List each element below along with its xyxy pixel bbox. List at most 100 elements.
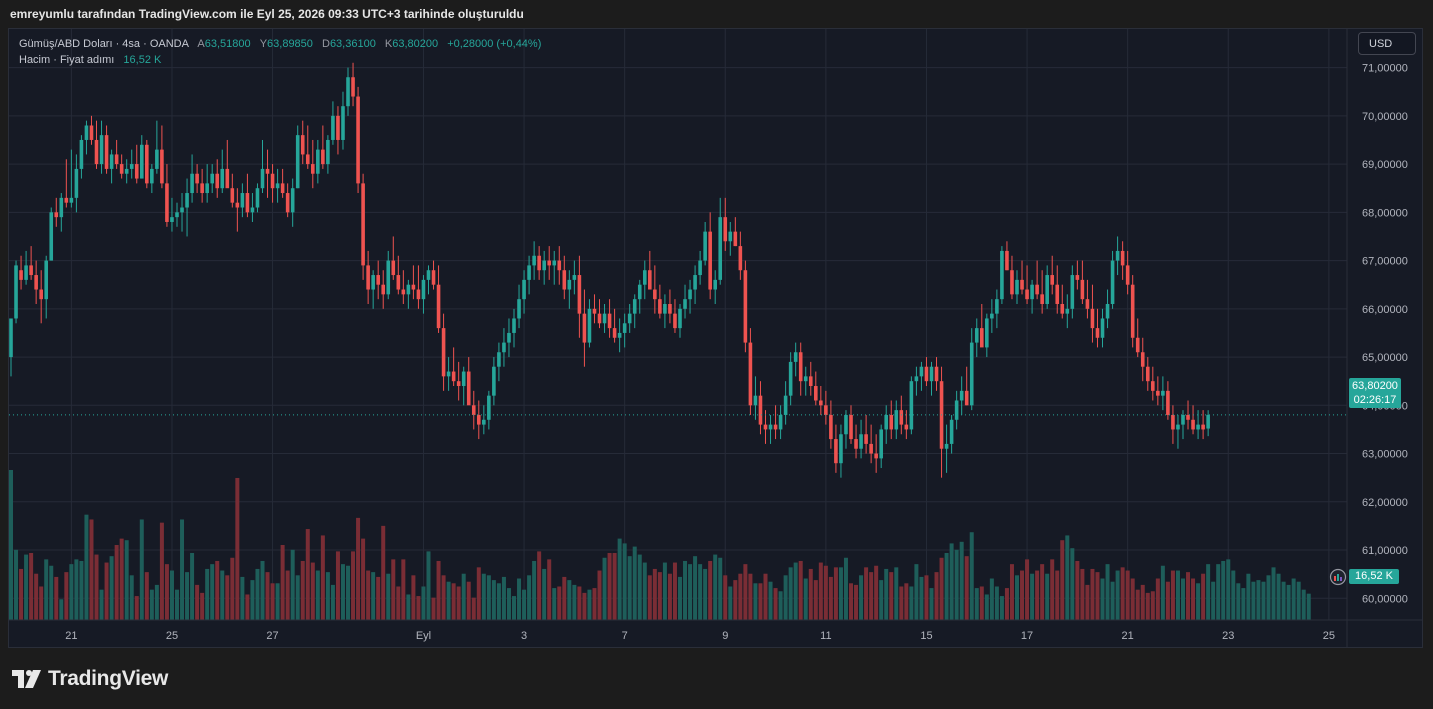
candle-body (1176, 424, 1180, 430)
volume-bar (396, 586, 401, 620)
candle-body (245, 193, 250, 213)
open-value: 63,51800 (204, 38, 251, 50)
candle-body (758, 395, 763, 425)
volume-bar (119, 538, 124, 620)
volume-bar (698, 564, 703, 620)
volume-bar (285, 570, 290, 620)
candle-body (874, 453, 878, 459)
volume-bar (129, 575, 134, 620)
volume-bar (889, 572, 894, 620)
candle-body (748, 342, 753, 406)
volume-bar (798, 560, 803, 620)
x-tick-label: 23 (1222, 630, 1234, 642)
candle-body (431, 270, 436, 285)
volume-bar (59, 599, 64, 620)
candle-body (351, 77, 355, 97)
candle-body (180, 207, 184, 213)
candle-body (522, 279, 526, 300)
volume-bar (1115, 570, 1120, 620)
candle-body (718, 217, 723, 280)
candle-body (406, 284, 411, 295)
y-tick-label: 60,00000 (1362, 593, 1408, 605)
volume-bar (190, 552, 195, 620)
candle-body (476, 414, 481, 425)
volume-bar (260, 560, 265, 620)
candle-body (995, 299, 999, 314)
candle-body (230, 188, 235, 203)
volume-bar (426, 551, 431, 620)
volume-bar (1306, 593, 1311, 620)
candle-body (1035, 284, 1039, 295)
candle-body (185, 193, 189, 208)
candle-body (145, 144, 149, 184)
volume-bar (622, 543, 627, 620)
volume-bar (612, 552, 617, 620)
candle-body (783, 395, 788, 415)
candle-body (471, 405, 476, 415)
candle-body (713, 279, 717, 290)
candle-body (386, 260, 391, 295)
volume-bar (783, 575, 788, 620)
tradingview-logo[interactable]: TradingView (12, 667, 168, 691)
currency-button[interactable]: USD (1358, 32, 1416, 55)
volume-bar (144, 572, 149, 620)
chart-panel[interactable]: 60,0000061,0000062,0000063,0000064,00000… (8, 28, 1423, 648)
volume-bar (441, 575, 446, 620)
candle-body (1201, 424, 1205, 430)
volume-bar (1045, 573, 1050, 620)
candle-body (451, 371, 456, 382)
candle-body (54, 212, 59, 218)
candle-body (517, 299, 521, 319)
volume-bar (959, 541, 964, 620)
volume-bar (582, 592, 587, 620)
candle-body (723, 217, 728, 242)
y-tick-label: 70,00000 (1362, 111, 1408, 123)
candle-body (703, 231, 707, 261)
high-value: 63,89850 (267, 38, 313, 50)
x-tick-label: 21 (65, 630, 77, 642)
x-tick-label: 7 (622, 630, 628, 642)
volume-indicator-icon[interactable] (1329, 568, 1347, 586)
candle-body (160, 149, 164, 184)
candle-body (1196, 424, 1200, 430)
candle-body (1080, 279, 1085, 300)
volume-bar (547, 559, 552, 620)
volume-bar (416, 596, 421, 620)
volume-indicator-label[interactable]: Hacim · Fiyat adımı (19, 54, 115, 66)
candle-body (1161, 390, 1165, 396)
volume-bar (376, 576, 381, 620)
volume-bar (1100, 578, 1105, 620)
volume-bar (723, 575, 728, 620)
candle-body (607, 313, 612, 329)
candle-body (401, 289, 406, 295)
volume-bar (1055, 570, 1060, 620)
volume-bar (270, 583, 275, 620)
volume-bar (854, 584, 859, 620)
volume-bar (34, 573, 39, 620)
candle-body (84, 125, 89, 140)
price-chart[interactable]: 60,0000061,0000062,0000063,0000064,00000… (9, 29, 1422, 647)
candle-body (934, 366, 939, 382)
y-tick-label: 65,00000 (1362, 352, 1408, 364)
volume-bar (1030, 573, 1035, 620)
volume-bar (838, 567, 843, 620)
volume-bar (300, 560, 305, 620)
volume-bar (1060, 540, 1065, 620)
symbol-label[interactable]: Gümüş/ABD Doları · 4sa · OANDA (19, 38, 189, 50)
candle-body (300, 135, 305, 155)
volume-bar (758, 583, 763, 620)
last-price-tag: 63,80200 02:26:17 (1349, 378, 1401, 408)
volume-bar (1090, 568, 1095, 620)
volume-bar (572, 584, 577, 620)
volume-bar (114, 545, 119, 620)
candle-body (421, 279, 426, 300)
volume-bar (954, 549, 959, 620)
candle-body (1075, 275, 1080, 280)
volume-bar (436, 560, 441, 620)
candle-body (964, 390, 969, 406)
candle-body (582, 313, 587, 343)
candle-body (733, 231, 738, 247)
high-label: Y (259, 38, 268, 50)
volume-bar (823, 565, 828, 620)
candle-body (466, 371, 471, 406)
